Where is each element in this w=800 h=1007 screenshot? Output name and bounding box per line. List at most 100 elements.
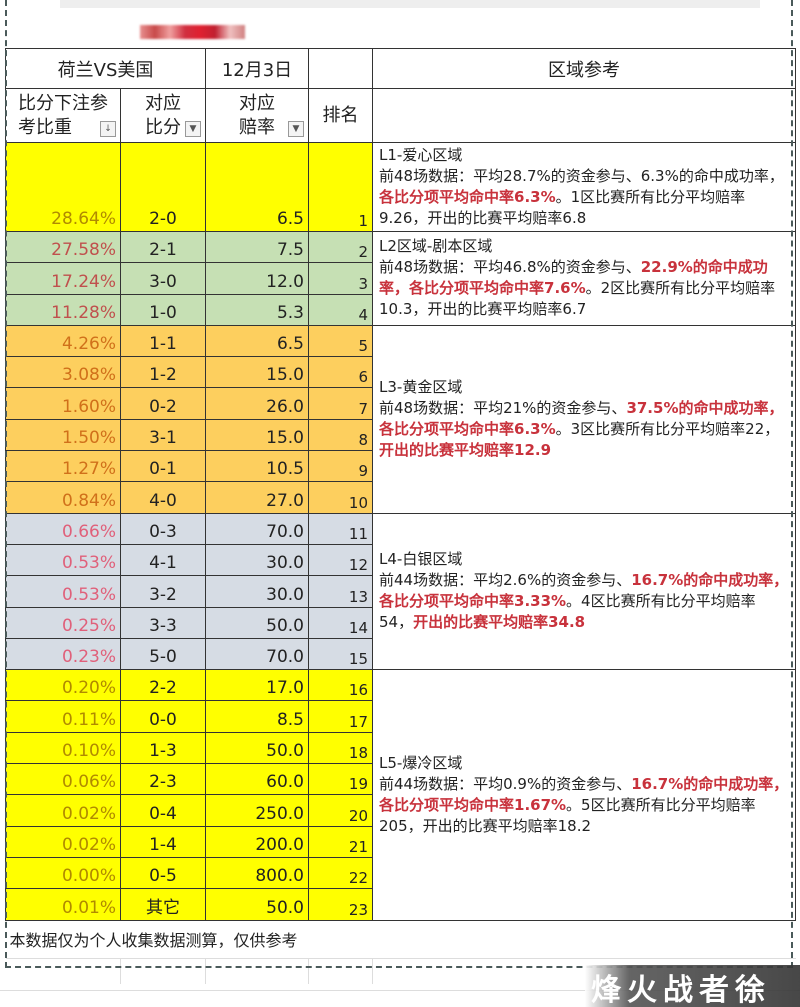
- share-cell[interactable]: 0.02%: [5, 794, 121, 827]
- share-cell[interactable]: 0.53%: [5, 543, 121, 577]
- rank-cell[interactable]: 22: [308, 856, 373, 890]
- odds-cell[interactable]: 6.5: [205, 324, 309, 358]
- score-cell[interactable]: 其它: [120, 888, 206, 921]
- score-cell[interactable]: 0-4: [120, 794, 206, 827]
- score-cell[interactable]: 3-1: [120, 418, 206, 452]
- odds-cell[interactable]: 7.5: [205, 230, 309, 264]
- share-cell[interactable]: 0.00%: [5, 856, 121, 890]
- rank-cell[interactable]: 8: [308, 418, 373, 452]
- score-cell[interactable]: 3-0: [120, 262, 206, 295]
- rank-cell[interactable]: 6: [308, 356, 373, 389]
- share-cell[interactable]: 0.20%: [5, 669, 121, 702]
- rank-cell[interactable]: 10: [308, 481, 373, 514]
- rank-cell[interactable]: 4: [308, 293, 373, 326]
- share-cell[interactable]: 28.64%: [5, 142, 121, 232]
- odds-cell[interactable]: 70.0: [205, 637, 309, 671]
- score-cell[interactable]: 2-2: [120, 669, 206, 702]
- zone-description-L3[interactable]: L3-黄金区域 前48场数据：平均21%的资金参与、37.5%的命中成功率，各比…: [372, 324, 796, 514]
- odds-cell[interactable]: 10.5: [205, 450, 309, 483]
- score-cell[interactable]: 0-5: [120, 856, 206, 890]
- odds-cell[interactable]: 800.0: [205, 856, 309, 890]
- empty-cell[interactable]: [308, 958, 373, 985]
- empty-cell[interactable]: [205, 958, 309, 985]
- odds-cell[interactable]: 27.0: [205, 481, 309, 514]
- odds-cell[interactable]: 70.0: [205, 512, 309, 545]
- odds-cell[interactable]: 250.0: [205, 794, 309, 827]
- odds-cell[interactable]: 30.0: [205, 575, 309, 608]
- score-cell[interactable]: 0-3: [120, 512, 206, 545]
- odds-cell[interactable]: 17.0: [205, 669, 309, 702]
- rank-cell[interactable]: 21: [308, 825, 373, 858]
- share-cell[interactable]: 0.53%: [5, 575, 121, 608]
- empty-cell[interactable]: [5, 958, 121, 985]
- rank-cell[interactable]: 23: [308, 888, 373, 921]
- rank-cell[interactable]: 3: [308, 262, 373, 295]
- odds-cell[interactable]: 15.0: [205, 418, 309, 452]
- rank-cell[interactable]: 7: [308, 387, 373, 420]
- zone-description-L2[interactable]: L2区域-剧本区域 前48场数据：平均46.8%的资金参与、22.9%的命中成功…: [372, 231, 796, 326]
- score-cell[interactable]: 1-1: [120, 324, 206, 358]
- filter-dropdown-icon[interactable]: ▼: [185, 121, 201, 137]
- score-cell[interactable]: 0-0: [120, 700, 206, 733]
- rank-cell[interactable]: 17: [308, 700, 373, 733]
- rank-cell[interactable]: 16: [308, 669, 373, 702]
- odds-cell[interactable]: 50.0: [205, 731, 309, 765]
- odds-cell[interactable]: 26.0: [205, 387, 309, 420]
- score-cell[interactable]: 1-0: [120, 293, 206, 326]
- rank-cell[interactable]: 19: [308, 763, 373, 796]
- share-cell[interactable]: 1.60%: [5, 387, 121, 420]
- odds-column-header[interactable]: 对应赔率 ▼: [205, 88, 309, 143]
- empty-cell[interactable]: [120, 958, 206, 985]
- rank-cell[interactable]: 13: [308, 575, 373, 608]
- odds-cell[interactable]: 12.0: [205, 262, 309, 295]
- share-cell[interactable]: 4.26%: [5, 324, 121, 358]
- score-cell[interactable]: 0-2: [120, 387, 206, 420]
- odds-cell[interactable]: 8.5: [205, 700, 309, 733]
- score-cell[interactable]: 1-4: [120, 825, 206, 858]
- sort-filter-icon[interactable]: ↓: [100, 121, 116, 137]
- share-cell[interactable]: 3.08%: [5, 356, 121, 389]
- score-cell[interactable]: 2-1: [120, 230, 206, 264]
- score-cell[interactable]: 2-3: [120, 763, 206, 796]
- rank-cell[interactable]: 12: [308, 543, 373, 577]
- rank-cell[interactable]: 5: [308, 324, 373, 358]
- share-cell[interactable]: 0.66%: [5, 512, 121, 545]
- share-cell[interactable]: 27.58%: [5, 230, 121, 264]
- odds-cell[interactable]: 50.0: [205, 888, 309, 921]
- score-cell[interactable]: 4-1: [120, 543, 206, 577]
- share-cell[interactable]: 0.84%: [5, 481, 121, 514]
- share-cell[interactable]: 1.50%: [5, 418, 121, 452]
- share-cell[interactable]: 0.06%: [5, 763, 121, 796]
- score-cell[interactable]: 3-3: [120, 606, 206, 639]
- odds-cell[interactable]: 200.0: [205, 825, 309, 858]
- share-cell[interactable]: 1.27%: [5, 450, 121, 483]
- rank-cell[interactable]: 2: [308, 230, 373, 264]
- odds-cell[interactable]: 50.0: [205, 606, 309, 639]
- share-cell[interactable]: 0.11%: [5, 700, 121, 733]
- odds-cell[interactable]: 60.0: [205, 763, 309, 796]
- odds-cell[interactable]: 5.3: [205, 293, 309, 326]
- rank-cell[interactable]: 15: [308, 637, 373, 671]
- rank-cell[interactable]: 14: [308, 606, 373, 639]
- zone-description-L4[interactable]: L4-白银区域 前44场数据：平均2.6%的资金参与、16.7%的命中成功率，各…: [372, 512, 796, 671]
- share-cell[interactable]: 11.28%: [5, 293, 121, 326]
- zone-description-L1[interactable]: L1-爱心区域 前48场数据：平均28.7%的资金参与、6.3%的命中成功率， 各…: [372, 142, 796, 232]
- odds-cell[interactable]: 6.5: [205, 142, 309, 232]
- share-column-header[interactable]: 比分下注参考比重 ↓: [5, 88, 121, 143]
- score-cell[interactable]: 0-1: [120, 450, 206, 483]
- rank-cell[interactable]: 11: [308, 512, 373, 545]
- score-cell[interactable]: 1-2: [120, 356, 206, 389]
- odds-cell[interactable]: 30.0: [205, 543, 309, 577]
- score-cell[interactable]: 3-2: [120, 575, 206, 608]
- rank-cell[interactable]: 1: [308, 142, 373, 232]
- score-cell[interactable]: 4-0: [120, 481, 206, 514]
- score-cell[interactable]: 1-3: [120, 731, 206, 765]
- zone-description-L5[interactable]: L5-爆冷区域 前44场数据：平均0.9%的资金参与、16.7%的命中成功率，各…: [372, 669, 796, 921]
- share-cell[interactable]: 0.10%: [5, 731, 121, 765]
- score-cell[interactable]: 5-0: [120, 637, 206, 671]
- rank-cell[interactable]: 18: [308, 731, 373, 765]
- share-cell[interactable]: 0.23%: [5, 637, 121, 671]
- share-cell[interactable]: 0.01%: [5, 888, 121, 921]
- score-cell[interactable]: 2-0: [120, 142, 206, 232]
- rank-cell[interactable]: 9: [308, 450, 373, 483]
